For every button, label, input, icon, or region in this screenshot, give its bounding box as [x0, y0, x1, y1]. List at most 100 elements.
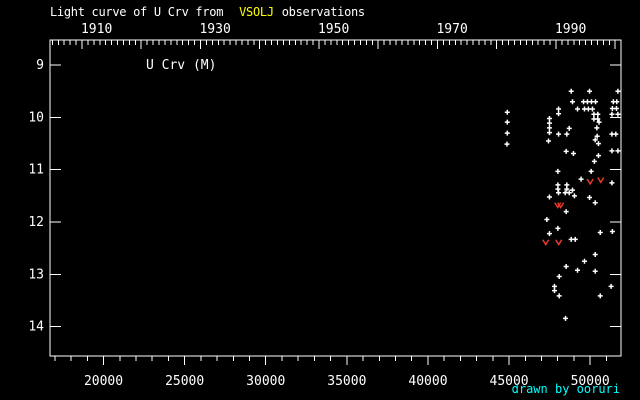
- observation-marker: [613, 106, 619, 112]
- observation-marker: [551, 288, 557, 294]
- observation-marker: [563, 148, 569, 154]
- credit-text: drawn by ooruri: [511, 382, 620, 396]
- plot-frame: [49, 39, 622, 357]
- observation-marker: [556, 293, 562, 299]
- tick-label: 40000: [408, 374, 447, 389]
- observation-marker: [555, 182, 561, 188]
- observation-marker: [556, 131, 562, 137]
- chart-title-suffix: observations: [281, 5, 365, 19]
- tick-label: 1990: [555, 22, 586, 37]
- fainter-than-marker: [586, 178, 594, 186]
- observation-marker: [592, 200, 598, 206]
- observation-marker: [609, 111, 615, 117]
- observation-marker: [592, 268, 598, 274]
- observation-marker: [597, 293, 603, 299]
- observation-marker: [546, 125, 552, 131]
- observation-marker: [546, 194, 552, 200]
- tick-label: 1970: [436, 22, 467, 37]
- observation-marker: [609, 148, 615, 154]
- tick-label: 45000: [490, 374, 529, 389]
- tick-label: 50000: [571, 374, 610, 389]
- observation-marker: [566, 190, 572, 196]
- observation-marker: [609, 228, 615, 234]
- observation-marker: [556, 273, 562, 279]
- observation-marker: [591, 158, 597, 164]
- observation-marker: [595, 116, 601, 122]
- tick-label: 20000: [84, 374, 123, 389]
- chart-title: Light curve of U Crv from VSOLJ observatio…: [50, 5, 365, 19]
- observation-marker: [575, 106, 581, 112]
- tick-label: 1950: [318, 22, 349, 37]
- observation-marker: [615, 88, 621, 94]
- observation-marker: [594, 125, 600, 131]
- observation-marker: [504, 130, 510, 136]
- observation-marker: [569, 187, 575, 193]
- observation-marker: [556, 106, 562, 112]
- observation-marker: [563, 315, 569, 321]
- observation-marker: [570, 151, 576, 157]
- observation-marker: [588, 168, 594, 174]
- limit-markers: [542, 177, 605, 246]
- observation-marker: [504, 141, 510, 147]
- observation-marker: [613, 131, 619, 137]
- observation-marker: [595, 141, 601, 147]
- tick-label: 14: [28, 320, 44, 335]
- observation-marker: [564, 186, 570, 192]
- observation-marker: [546, 115, 552, 121]
- y-axis-left: 9 10 11 12 13 14: [28, 58, 61, 335]
- observation-marker: [582, 258, 588, 264]
- data-points: [504, 88, 621, 321]
- y-axis-right: [610, 64, 621, 328]
- observation-marker: [504, 119, 510, 125]
- observation-marker: [592, 252, 598, 258]
- observation-marker: [504, 109, 510, 115]
- observation-marker: [592, 137, 598, 143]
- observation-marker: [551, 283, 557, 289]
- observation-marker: [609, 180, 615, 186]
- observation-marker: [589, 106, 595, 112]
- fainter-than-marker: [554, 202, 562, 209]
- chart-title-prefix: Light curve of U Crv from: [50, 5, 224, 19]
- tick-label: 35000: [327, 374, 366, 389]
- observation-marker: [563, 264, 569, 270]
- observation-marker: [615, 111, 621, 117]
- observation-marker: [593, 99, 599, 105]
- observation-marker: [556, 111, 562, 117]
- observation-marker: [555, 225, 561, 231]
- observation-marker: [546, 231, 552, 237]
- tick-label: 9: [36, 58, 44, 73]
- x-axis-bottom: 20000 25000 30000 35000 40000 45000 50000: [54, 356, 610, 389]
- observation-marker: [546, 130, 552, 136]
- observation-marker: [597, 230, 603, 236]
- observation-marker: [555, 168, 561, 174]
- observation-marker: [545, 138, 551, 144]
- observation-marker: [569, 99, 575, 105]
- observation-marker: [571, 193, 577, 199]
- star-name-label: U Crv (M): [146, 58, 217, 73]
- observation-marker: [587, 88, 593, 94]
- tick-label: 1910: [81, 22, 112, 37]
- chart-title-source: VSOLJ: [239, 5, 274, 19]
- observation-marker: [596, 119, 602, 125]
- observation-marker: [587, 194, 593, 200]
- tick-label: 1930: [199, 22, 230, 37]
- x-axis-top: 1910 1930 1950 1970 1990: [51, 22, 616, 49]
- observation-marker: [575, 267, 581, 273]
- fainter-than-marker: [557, 202, 565, 209]
- observation-marker: [595, 153, 601, 159]
- observation-marker: [544, 216, 550, 222]
- tick-label: 30000: [246, 374, 285, 389]
- observation-marker: [563, 209, 569, 215]
- tick-label: 10: [28, 110, 44, 125]
- observation-marker: [615, 148, 621, 154]
- tick-label: 25000: [165, 374, 204, 389]
- fainter-than-marker: [597, 177, 605, 184]
- observation-marker: [564, 182, 570, 188]
- observation-marker: [595, 111, 601, 117]
- observation-marker: [546, 120, 552, 126]
- observation-marker: [594, 133, 600, 139]
- observation-marker: [568, 88, 574, 94]
- observation-marker: [566, 125, 572, 131]
- fainter-than-marker: [555, 239, 563, 246]
